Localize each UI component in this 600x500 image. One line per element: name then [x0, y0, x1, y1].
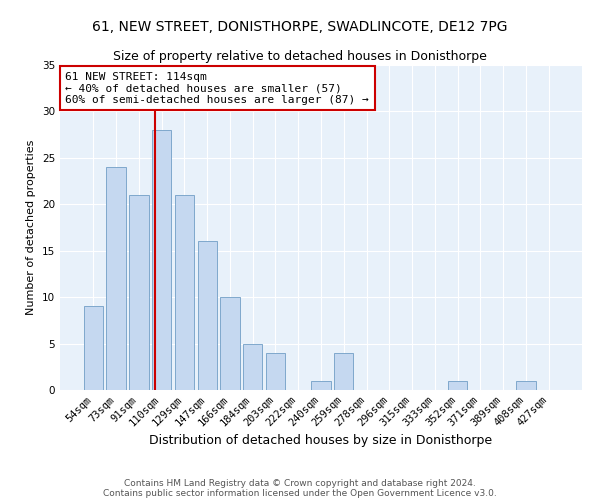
- Bar: [334, 353, 353, 390]
- Bar: [220, 297, 239, 390]
- Text: Contains HM Land Registry data © Crown copyright and database right 2024.: Contains HM Land Registry data © Crown c…: [124, 478, 476, 488]
- Bar: [311, 380, 331, 390]
- Bar: [175, 195, 194, 390]
- Bar: [84, 306, 103, 390]
- Bar: [448, 380, 467, 390]
- Bar: [152, 130, 172, 390]
- Bar: [243, 344, 262, 390]
- Text: Contains public sector information licensed under the Open Government Licence v3: Contains public sector information licen…: [103, 488, 497, 498]
- Bar: [129, 195, 149, 390]
- X-axis label: Distribution of detached houses by size in Donisthorpe: Distribution of detached houses by size …: [149, 434, 493, 447]
- Text: 61 NEW STREET: 114sqm
← 40% of detached houses are smaller (57)
60% of semi-deta: 61 NEW STREET: 114sqm ← 40% of detached …: [65, 72, 369, 104]
- Text: 61, NEW STREET, DONISTHORPE, SWADLINCOTE, DE12 7PG: 61, NEW STREET, DONISTHORPE, SWADLINCOTE…: [92, 20, 508, 34]
- Y-axis label: Number of detached properties: Number of detached properties: [26, 140, 37, 315]
- Bar: [266, 353, 285, 390]
- Bar: [106, 167, 126, 390]
- Bar: [197, 242, 217, 390]
- Bar: [516, 380, 536, 390]
- Text: Size of property relative to detached houses in Donisthorpe: Size of property relative to detached ho…: [113, 50, 487, 63]
